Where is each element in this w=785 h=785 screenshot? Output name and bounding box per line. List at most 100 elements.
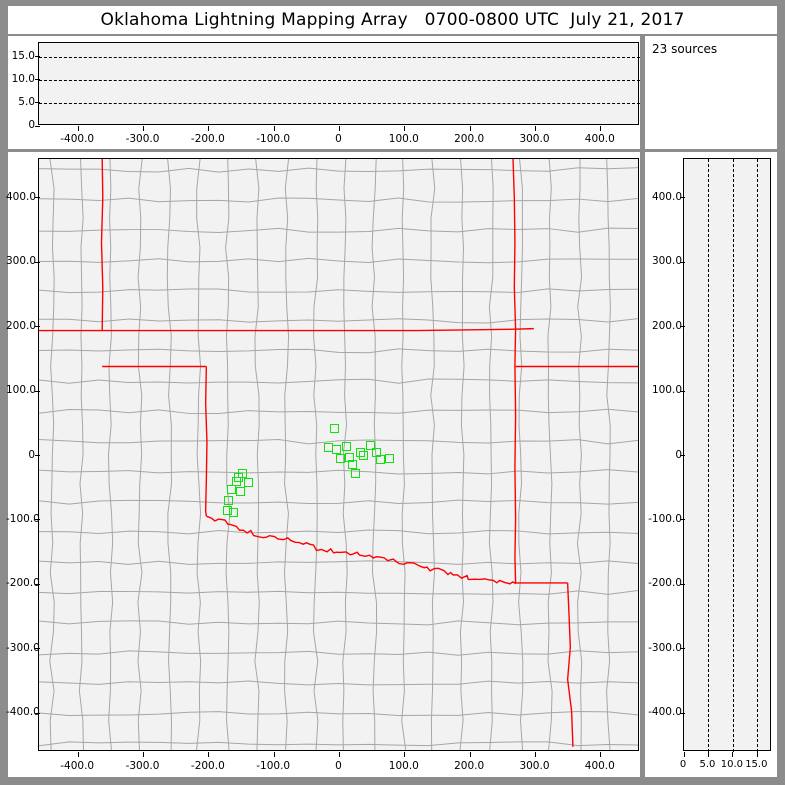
x-tick — [77, 126, 79, 131]
y-tick — [35, 583, 40, 585]
gridline-y — [39, 102, 640, 104]
source-marker — [229, 507, 239, 517]
y-tick-label: 5.0 — [18, 95, 35, 108]
y-tick — [680, 648, 685, 650]
altitude-vs-east-west-plot[interactable] — [35, 42, 640, 131]
y-tick-label: 0 — [28, 448, 35, 461]
page-title: Oklahoma Lightning Mapping Array 0700-08… — [100, 10, 685, 30]
x-tick — [339, 126, 340, 131]
gridline-y — [39, 79, 640, 81]
source-marker — [384, 454, 394, 464]
y-tick — [35, 712, 40, 714]
y-tick-label: -100.0 — [648, 512, 682, 525]
source-count-panel: 23 sources — [645, 36, 777, 149]
y-tick-label: -200.0 — [648, 577, 682, 590]
y-tick — [35, 261, 40, 263]
title-bar: Oklahoma Lightning Mapping Array 0700-08… — [8, 6, 777, 34]
plan-view-map-plot[interactable] — [35, 158, 639, 757]
x-tick — [683, 752, 685, 757]
y-tick-label: -300.0 — [6, 641, 40, 654]
y-tick — [35, 56, 40, 58]
altitude-vs-north-south-plot[interactable] — [680, 158, 771, 757]
gridline-y — [39, 56, 640, 58]
y-tick-label: 300.0 — [6, 255, 37, 268]
source-marker — [366, 440, 376, 450]
x-tick — [732, 752, 734, 757]
x-tick — [707, 752, 709, 757]
y-tick — [680, 326, 685, 328]
source-marker — [359, 451, 369, 460]
x-tick — [143, 752, 145, 757]
y-tick-label: 0 — [28, 119, 35, 131]
plan-view-map-panel: 400.0 300.0 200.0 100.0 0 -100.0 -200.0 -300.0 -… — [6, 152, 640, 777]
y-tick-label: 200.0 — [651, 319, 682, 332]
gridline-x — [732, 159, 734, 752]
x-tick-label: 100.0 — [388, 760, 419, 772]
x-tick-label: 300.0 — [519, 133, 550, 145]
y-tick-label: -100.0 — [6, 512, 40, 525]
y-tick-label: 100.0 — [651, 384, 682, 397]
x-tick — [273, 752, 275, 757]
x-tick-label: 200.0 — [454, 760, 485, 772]
x-tick — [534, 126, 536, 131]
y-tick-label: -200.0 — [6, 577, 40, 590]
y-tick-label: -400.0 — [6, 706, 40, 719]
y-tick — [35, 519, 40, 521]
y-tick — [680, 583, 685, 585]
x-tick-label: 15.0 — [745, 759, 768, 770]
y-tick-label: 15.0 — [11, 49, 35, 62]
source-marker — [331, 444, 341, 454]
source-marker — [341, 441, 351, 451]
source-marker — [350, 469, 360, 479]
y-tick — [35, 79, 40, 81]
source-marker — [222, 505, 232, 515]
x-tick-label: 5.0 — [699, 759, 716, 770]
y-tick — [35, 648, 40, 650]
map-geography — [39, 159, 638, 750]
source-marker — [235, 487, 245, 497]
x-tick — [404, 126, 406, 131]
y-tick — [680, 455, 685, 456]
x-tick — [143, 126, 145, 131]
x-tick-label: 10.0 — [720, 759, 743, 770]
x-tick-label: 0 — [679, 759, 687, 770]
x-tick — [534, 752, 536, 757]
source-marker — [233, 472, 243, 482]
y-tick — [35, 125, 40, 127]
source-marker — [345, 452, 355, 462]
y-tick — [35, 197, 40, 199]
x-tick-label: 200.0 — [454, 133, 485, 145]
x-tick — [208, 752, 210, 757]
y-tick-label: 200.0 — [6, 319, 37, 332]
y-tick — [680, 390, 685, 392]
source-count-label: 23 sources — [652, 42, 718, 56]
source-marker — [330, 423, 340, 433]
x-tick-label: 0 — [335, 760, 342, 772]
county-borders — [39, 159, 638, 750]
x-tick — [339, 752, 340, 757]
y-tick — [680, 197, 685, 199]
x-tick-label: -100.0 — [256, 760, 291, 772]
x-tick-label: -300.0 — [125, 760, 160, 772]
source-marker — [335, 453, 345, 463]
altitude-vs-east-west-panel: 0 5.0 10.0 15.0 -400.0 -300.0 -200.0 -100.0 0 100… — [8, 36, 640, 149]
source-marker — [223, 496, 233, 506]
source-marker — [243, 478, 253, 488]
y-tick-label: 100.0 — [6, 384, 37, 397]
x-tick — [756, 752, 758, 757]
x-tick-label: 0 — [335, 133, 342, 145]
x-tick — [77, 752, 79, 757]
altitude-vs-north-south-panel: 400.0 300.0 200.0 100.0 0 -100.0 -200.0 -300.0 -… — [645, 152, 777, 777]
state-borders — [39, 159, 638, 747]
y-tick-label: 10.0 — [11, 72, 35, 85]
x-tick-label: 300.0 — [519, 760, 550, 772]
y-tick — [680, 519, 685, 521]
x-tick-label: -400.0 — [60, 760, 95, 772]
gridline-x — [708, 159, 710, 752]
y-tick — [680, 712, 685, 714]
x-tick-label: -100.0 — [256, 133, 291, 145]
x-tick — [469, 126, 471, 131]
y-tick-label: 400.0 — [6, 190, 37, 203]
y-tick — [35, 326, 40, 328]
x-tick-label: 100.0 — [388, 133, 419, 145]
